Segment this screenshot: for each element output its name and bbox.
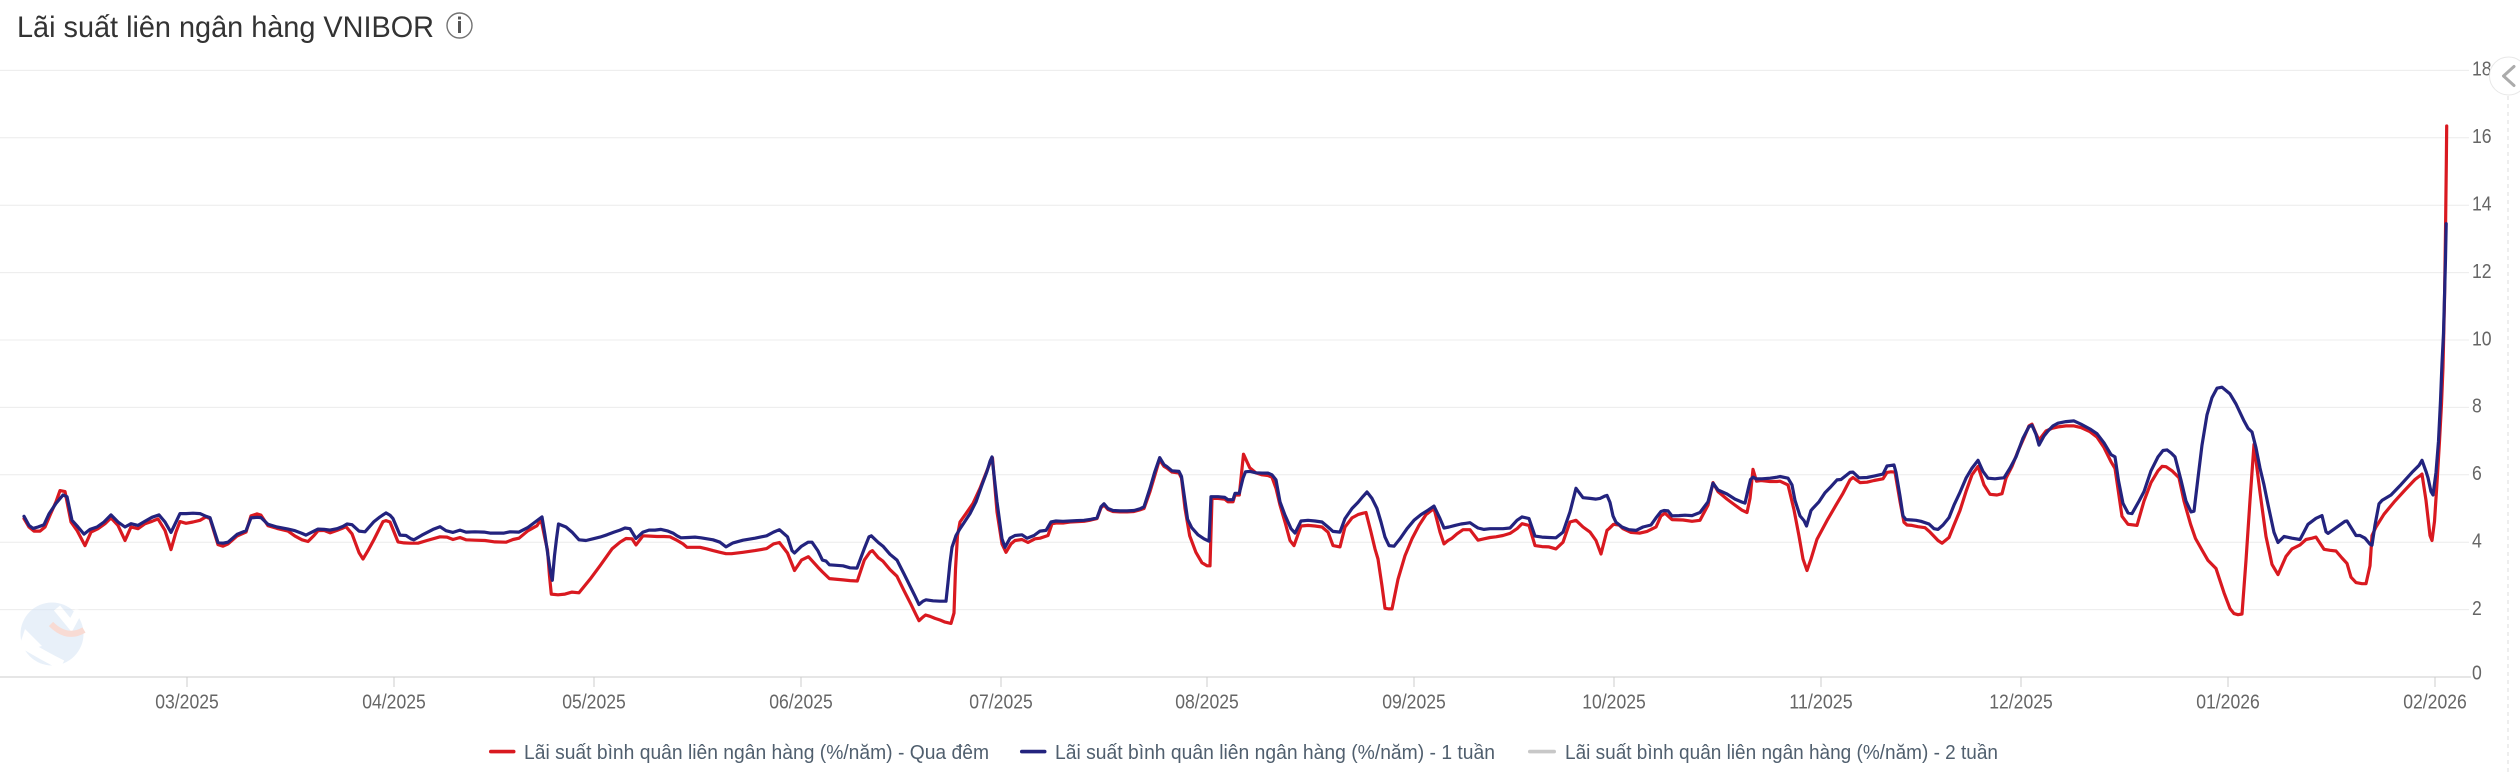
svg-text:Lãi suất bình quân liên ngân h: Lãi suất bình quân liên ngân hàng (%/năm… (524, 742, 989, 764)
svg-text:07/2025: 07/2025 (969, 692, 1033, 714)
svg-text:Lãi suất bình quân liên ngân h: Lãi suất bình quân liên ngân hàng (%/năm… (1565, 742, 1998, 764)
svg-text:Lãi suất liên ngân hàng VNIBOR: Lãi suất liên ngân hàng VNIBOR (17, 11, 434, 44)
svg-text:8: 8 (2472, 396, 2482, 418)
svg-text:10/2025: 10/2025 (1582, 692, 1646, 714)
svg-text:03/2025: 03/2025 (155, 692, 219, 714)
svg-text:06/2025: 06/2025 (769, 692, 833, 714)
svg-text:Lãi suất bình quân liên ngân h: Lãi suất bình quân liên ngân hàng (%/năm… (1055, 742, 1495, 764)
svg-text:11/2025: 11/2025 (1789, 692, 1853, 714)
svg-text:12: 12 (2472, 261, 2492, 283)
svg-text:14: 14 (2472, 194, 2492, 216)
svg-text:10: 10 (2472, 328, 2492, 350)
svg-text:0: 0 (2472, 662, 2482, 684)
svg-text:12/2025: 12/2025 (1989, 692, 2053, 714)
svg-text:6: 6 (2472, 463, 2482, 485)
svg-text:09/2025: 09/2025 (1382, 692, 1446, 714)
svg-text:18: 18 (2472, 59, 2492, 81)
svg-text:04/2025: 04/2025 (362, 692, 426, 714)
svg-text:02/2026: 02/2026 (2403, 692, 2467, 714)
svg-text:16: 16 (2472, 126, 2492, 148)
svg-text:01/2026: 01/2026 (2196, 692, 2260, 714)
svg-text:2: 2 (2472, 598, 2482, 620)
svg-text:4: 4 (2472, 531, 2482, 553)
svg-text:08/2025: 08/2025 (1175, 692, 1239, 714)
svg-text:05/2025: 05/2025 (562, 692, 626, 714)
